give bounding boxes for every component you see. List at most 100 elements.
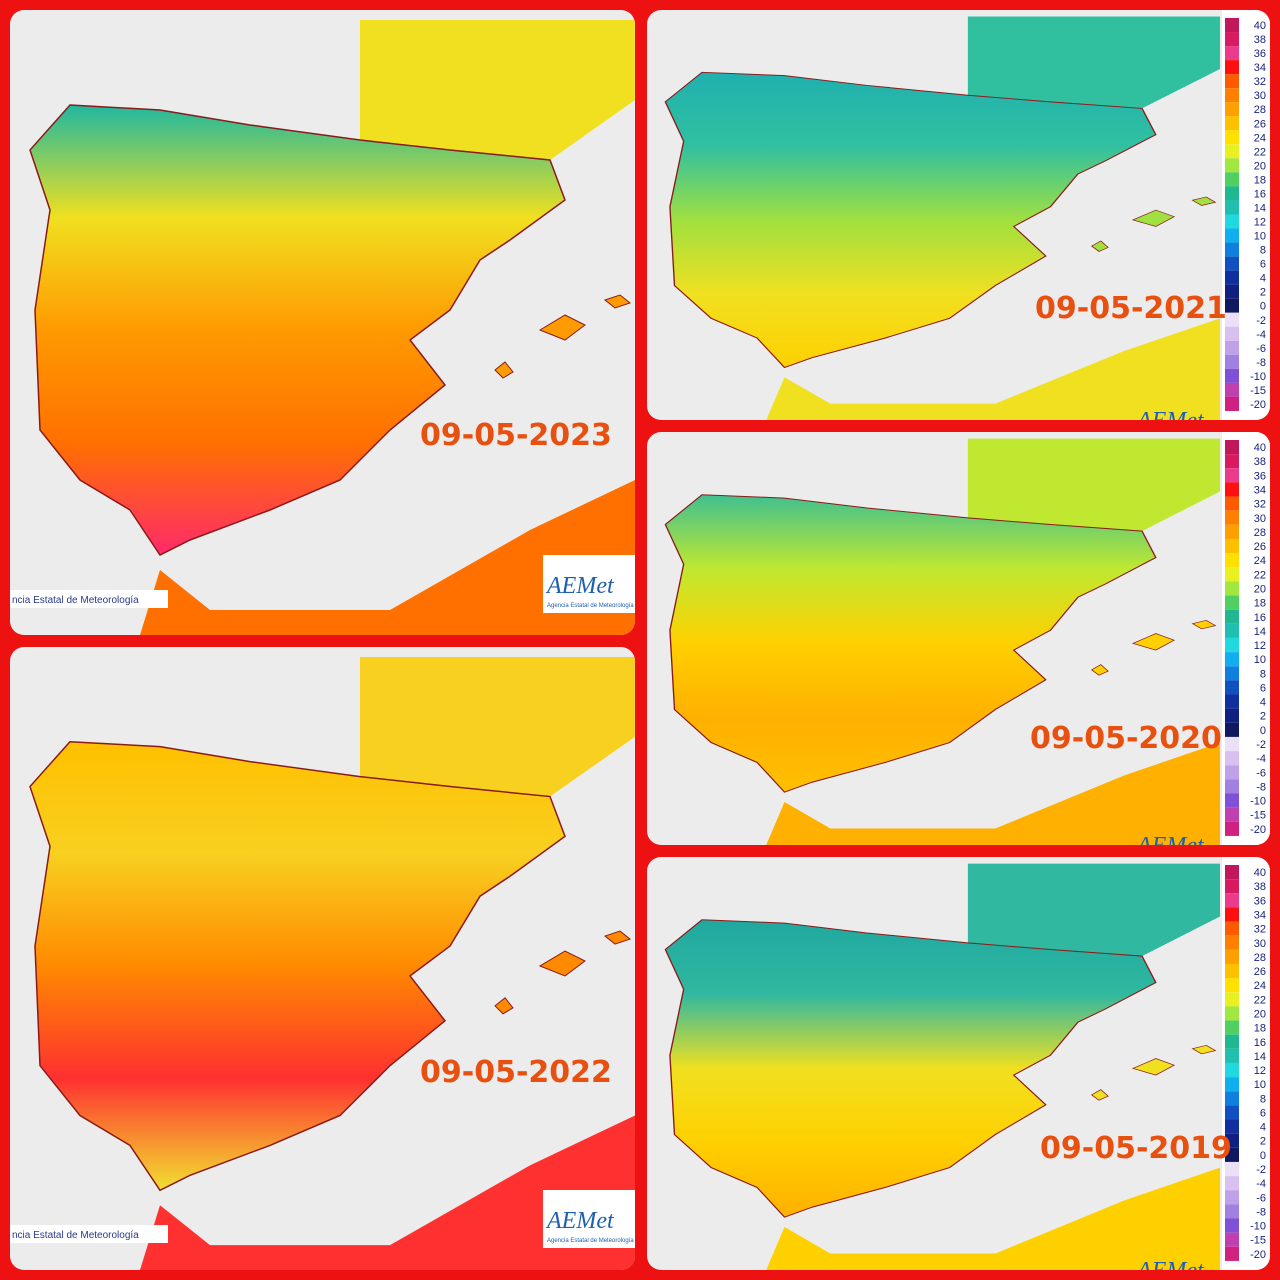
legend-swatch bbox=[1225, 963, 1239, 979]
legend-swatch bbox=[1225, 454, 1239, 469]
france bbox=[967, 863, 1220, 957]
legend-swatch bbox=[1225, 666, 1239, 681]
legend-label: 28 bbox=[1254, 527, 1266, 539]
legend-label: -20 bbox=[1250, 1249, 1266, 1261]
legend-swatch bbox=[1225, 978, 1239, 993]
legend-label: 2 bbox=[1260, 711, 1266, 723]
legend-label: 24 bbox=[1254, 132, 1266, 144]
legend-label: 12 bbox=[1254, 640, 1266, 652]
legend-label: 16 bbox=[1254, 188, 1266, 200]
legend-label: 34 bbox=[1254, 62, 1266, 74]
logo: AEMet bbox=[545, 573, 615, 599]
legend-label: 40 bbox=[1254, 20, 1266, 32]
legend-swatch bbox=[1225, 765, 1239, 780]
legend-label: 34 bbox=[1254, 484, 1266, 496]
date-label: 09-05-2022 bbox=[420, 1055, 612, 1090]
legend-swatch bbox=[1225, 652, 1239, 667]
legend-label: 38 bbox=[1254, 34, 1266, 46]
legend-swatch bbox=[1225, 88, 1239, 103]
legend-swatch bbox=[1225, 1204, 1239, 1219]
map-panel: 4038363432302826242220181614121086420-2-… bbox=[647, 857, 1270, 1280]
credit-box bbox=[10, 1225, 168, 1243]
legend-label: -6 bbox=[1256, 343, 1266, 355]
logo-sub: Agencia Estatal de Meteorología bbox=[547, 603, 634, 609]
date-label: 09-05-2020 bbox=[1030, 721, 1222, 756]
legend-label: 24 bbox=[1254, 980, 1266, 992]
legend-swatch bbox=[1225, 102, 1239, 117]
legend-label: 16 bbox=[1254, 612, 1266, 624]
legend-swatch bbox=[1225, 821, 1239, 836]
legend-label: 28 bbox=[1254, 104, 1266, 116]
logo: AEMet bbox=[1135, 408, 1205, 434]
legend-label: 14 bbox=[1254, 626, 1266, 638]
legend-label: 14 bbox=[1254, 1051, 1266, 1063]
legend-swatch bbox=[1225, 581, 1239, 596]
legend-label: 0 bbox=[1260, 1150, 1266, 1162]
legend-label: 2 bbox=[1260, 1136, 1266, 1148]
legend-swatch bbox=[1225, 694, 1239, 709]
legend-label: 36 bbox=[1254, 895, 1266, 907]
legend-label: 38 bbox=[1254, 881, 1266, 893]
legend-swatch bbox=[1225, 18, 1239, 33]
legend-swatch bbox=[1225, 186, 1239, 201]
legend-label: -4 bbox=[1256, 329, 1266, 341]
legend-swatch bbox=[1225, 1218, 1239, 1233]
legend-label: -4 bbox=[1256, 753, 1266, 765]
legend-swatch bbox=[1225, 284, 1239, 299]
france bbox=[360, 20, 635, 160]
legend-swatch bbox=[1225, 1133, 1239, 1148]
legend-label: 26 bbox=[1254, 541, 1266, 553]
legend-swatch bbox=[1225, 1232, 1239, 1247]
legend-swatch bbox=[1225, 214, 1239, 229]
legend-label: 10 bbox=[1254, 654, 1266, 666]
map-panel: 4038363432302826242220181614121086420-2-… bbox=[647, 10, 1270, 434]
balearics bbox=[1090, 196, 1217, 252]
map-area: AEMet Agencia Estatal de Meteorología ncia… bbox=[10, 656, 635, 1270]
legend-label: 22 bbox=[1254, 994, 1266, 1006]
legend-label: 30 bbox=[1254, 90, 1266, 102]
legend-label: -20 bbox=[1250, 824, 1266, 836]
map-area: 4038363432302826242220181614121086420-2-… bbox=[664, 432, 1270, 845]
france bbox=[360, 656, 635, 797]
legend-swatch bbox=[1225, 538, 1239, 554]
legend-label: -2 bbox=[1256, 315, 1266, 327]
legend-swatch bbox=[1225, 609, 1239, 624]
legend-swatch bbox=[1225, 893, 1239, 908]
legend-label: 40 bbox=[1254, 867, 1266, 879]
legend-swatch bbox=[1225, 1161, 1239, 1177]
legend-label: 32 bbox=[1254, 499, 1266, 511]
legend-label: 22 bbox=[1254, 569, 1266, 581]
legend-swatch bbox=[1225, 865, 1239, 880]
legend-label: 40 bbox=[1254, 442, 1266, 454]
legend-swatch bbox=[1225, 158, 1239, 173]
legend-swatch bbox=[1225, 935, 1239, 950]
legend-swatch bbox=[1225, 1077, 1239, 1092]
balearics bbox=[1090, 1044, 1217, 1101]
legend-label: -2 bbox=[1256, 1164, 1266, 1176]
africa bbox=[766, 742, 1220, 845]
legend-swatch bbox=[1225, 144, 1239, 159]
legend-label: 4 bbox=[1260, 1122, 1266, 1134]
legend-label: 24 bbox=[1254, 555, 1266, 567]
legend-swatch bbox=[1225, 907, 1239, 922]
legend-swatch bbox=[1225, 1062, 1239, 1078]
legend-label: 26 bbox=[1254, 966, 1266, 978]
legend-swatch bbox=[1225, 468, 1239, 483]
france bbox=[967, 16, 1220, 109]
legend-swatch bbox=[1225, 116, 1239, 131]
legend-swatch bbox=[1225, 949, 1239, 964]
legend-label: 6 bbox=[1260, 259, 1266, 271]
logo: AEMet bbox=[1135, 1258, 1205, 1280]
date-label: 09-05-2021 bbox=[1035, 291, 1227, 326]
legend-label: 0 bbox=[1260, 725, 1266, 737]
legend-label: -8 bbox=[1256, 357, 1266, 369]
iberia bbox=[664, 494, 1157, 793]
logo-sub: Agencia Estatal de Meteorología bbox=[547, 1238, 634, 1244]
credit-box bbox=[10, 590, 168, 608]
legend-label: 32 bbox=[1254, 924, 1266, 936]
legend-swatch bbox=[1225, 1176, 1239, 1191]
legend-swatch bbox=[1225, 1119, 1239, 1134]
map-area: 4038363432302826242220181614121086420-2-… bbox=[664, 10, 1270, 434]
legend-swatch bbox=[1225, 779, 1239, 794]
